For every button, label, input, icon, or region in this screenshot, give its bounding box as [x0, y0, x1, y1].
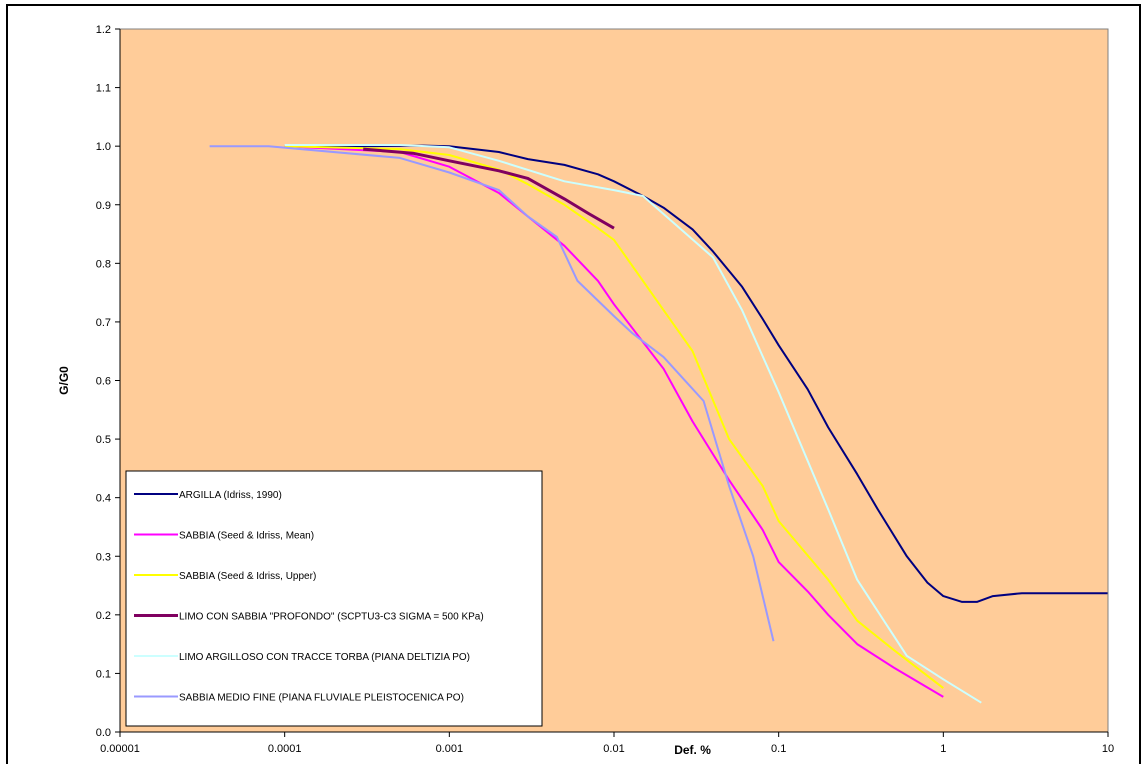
- x-tick-label: 0.001: [436, 743, 464, 755]
- y-axis-title: G/G0: [57, 366, 71, 395]
- series-line-2: [284, 145, 944, 698]
- legend-label-1: ARGILLA (Idriss, 1990): [179, 490, 282, 501]
- y-tick-label: 1.1: [96, 83, 111, 95]
- y-tick-label: 0.3: [96, 551, 111, 563]
- chart-svg: 0.0 0.1 0.2 0.3 0.4 0.5 0.6 0.7 0.8 0.9 1.0 1.1 1.2 0…: [57, 24, 1114, 757]
- y-tick-label: 0.8: [96, 258, 111, 270]
- y-tick-label: 0.0: [96, 727, 111, 739]
- legend-label-5: LIMO ARGILLOSO CON TRACCE TORBA (PIANA D…: [179, 652, 470, 663]
- y-tick-label: 1.0: [96, 141, 111, 153]
- legend-label-3: SABBIA (Seed & Idriss, Upper): [179, 571, 316, 582]
- y-tick-label: 0.9: [96, 200, 111, 212]
- x-tick-label: 0.00001: [100, 743, 140, 755]
- legend: ARGILLA (Idriss, 1990) SABBIA (Seed & Idr…: [125, 470, 543, 727]
- legend-label-2: SABBIA (Seed & Idriss, Mean): [179, 531, 314, 542]
- series-line-1: [284, 144, 1108, 603]
- y-tick-label: 1.2: [96, 24, 111, 36]
- chart-frame: 0.0 0.1 0.2 0.3 0.4 0.5 0.6 0.7 0.8 0.9 1.0 1.1 1.2 0…: [6, 4, 1141, 764]
- x-tick-label: 10: [1102, 743, 1114, 755]
- series-line-6: [209, 145, 775, 642]
- y-tick-label: 0.6: [96, 376, 111, 388]
- x-tick-label: 0.1: [771, 743, 786, 755]
- series-line-3: [284, 145, 944, 689]
- y-tick-label: 0.7: [96, 317, 111, 329]
- x-tick-label: 0.01: [603, 743, 624, 755]
- legend-label-4: LIMO CON SABBIA "PROFONDO" (SCPTU3-C3 SI…: [179, 612, 484, 623]
- x-tick-label: 1: [940, 743, 946, 755]
- x-axis-title: Def. %: [674, 743, 711, 757]
- y-tick-label: 0.1: [96, 668, 111, 680]
- x-tick-label: 0.0001: [268, 743, 302, 755]
- series-line-4: [363, 147, 615, 230]
- legend-box: [125, 470, 543, 727]
- y-tick-label: 0.5: [96, 434, 111, 446]
- legend-label-6: SABBIA MEDIO FINE (PIANA FLUVIALE PLEIST…: [179, 693, 464, 704]
- series-layer: [209, 144, 1108, 704]
- y-tick-label: 0.4: [96, 493, 111, 505]
- axis-layer: 0.0 0.1 0.2 0.3 0.4 0.5 0.6 0.7 0.8 0.9 1.0 1.1 1.2 0…: [57, 24, 1114, 757]
- y-tick-label: 0.2: [96, 610, 111, 622]
- series-line-5: [284, 144, 982, 704]
